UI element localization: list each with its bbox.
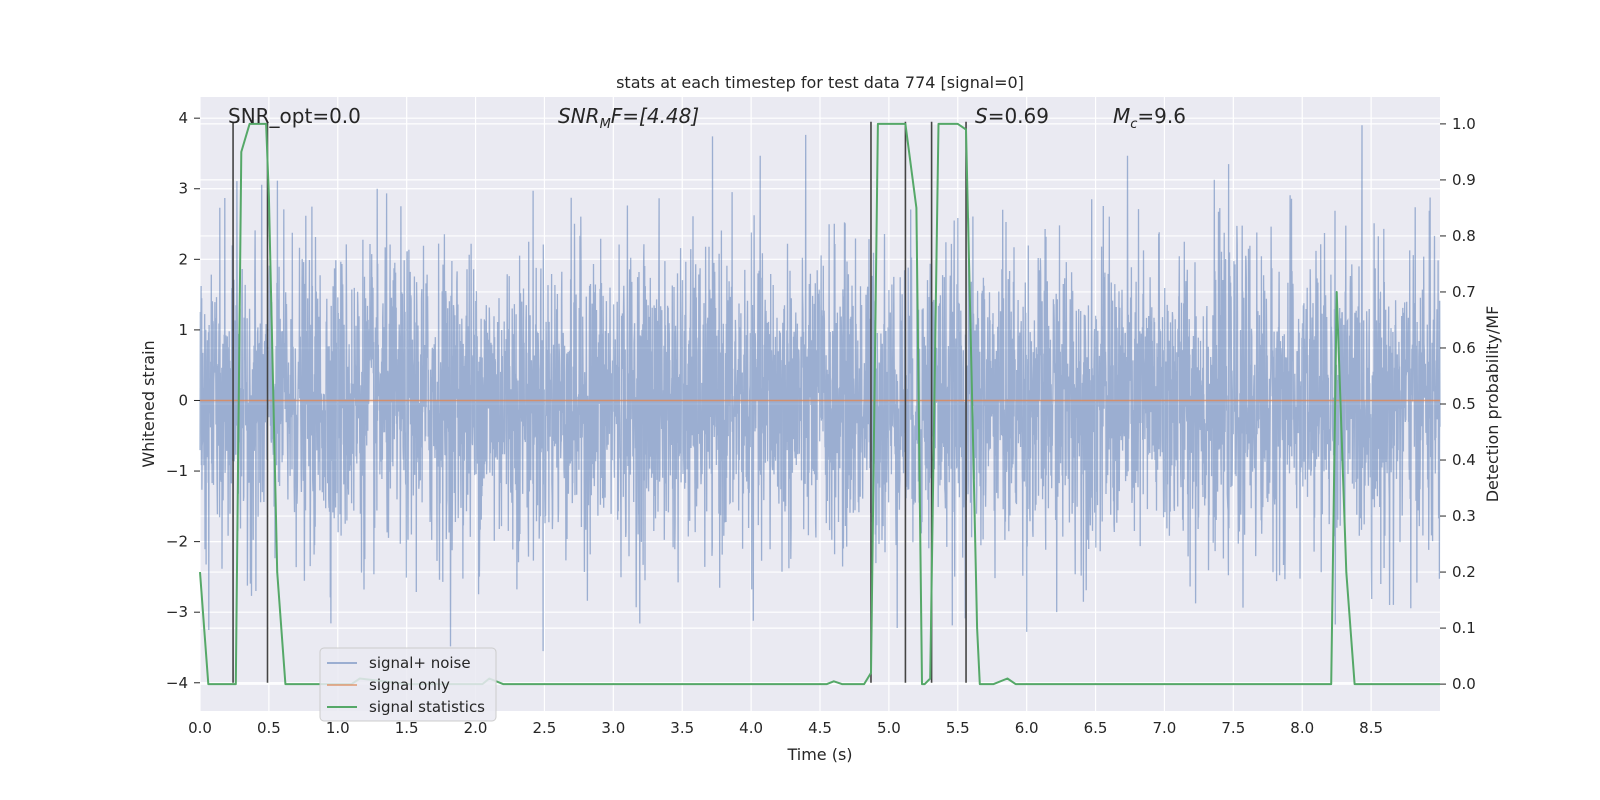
legend-label-signal: signal only [369, 676, 450, 694]
annotation-mc-rest: =9.6 [1137, 104, 1186, 128]
y-right-tick-label: 0.8 [1452, 227, 1476, 245]
vertical-markers [232, 121, 967, 683]
y-right-tick-label: 0.9 [1452, 171, 1476, 189]
annotation-mc-sub: c [1130, 117, 1137, 132]
x-tick-label: 6.5 [1084, 719, 1108, 737]
legend-label-stats: signal statistics [369, 698, 485, 716]
noise-line [199, 125, 1441, 652]
y-tick-label: 0 [178, 391, 188, 409]
legend-label-noise: signal+ noise [369, 654, 471, 672]
y-axis-title: Whitened strain [139, 340, 158, 467]
annotation-mc: Mc=9.6 [1113, 104, 1186, 132]
y-tick-label: 4 [178, 109, 188, 127]
annotation-snr-opt: SNR_opt=0.0 [228, 104, 361, 128]
signal-statistics-line [199, 122, 1440, 686]
x-axis-title: Time (s) [786, 745, 852, 764]
y-right-tick-label: 0.6 [1452, 339, 1476, 357]
y-tick-label: −4 [166, 674, 188, 692]
y-right-tick-label: 0.1 [1452, 619, 1476, 637]
x-tick-label: 8.0 [1290, 719, 1314, 737]
x-tick-label: 5.5 [946, 719, 970, 737]
y-right-tick-label: 0.4 [1452, 451, 1476, 469]
y-tick-label: −2 [166, 533, 188, 551]
annotation-s: S=0.69 [975, 104, 1049, 128]
x-tick-label: 7.0 [1153, 719, 1177, 737]
chart-title: stats at each timestep for test data 774… [616, 73, 1024, 92]
y-right-tick-label: 1.0 [1452, 115, 1476, 133]
annotation-s-main: S [975, 104, 988, 128]
annotation-snr-mf-main: SNR [558, 104, 600, 128]
annotation-snr-mf-rest: F=[4.48] [611, 104, 699, 128]
y-right-tick-label: 0.5 [1452, 395, 1476, 413]
y-right-tick-label: 0.7 [1452, 283, 1476, 301]
annotation-snr-mf: SNRMF=[4.48] [558, 104, 699, 132]
x-tick-label: 3.0 [601, 719, 625, 737]
y-right-tick-label: 0.2 [1452, 563, 1476, 581]
annotation-snr-mf-sub: M [600, 117, 611, 132]
annotation-mc-main: M [1113, 104, 1130, 128]
x-tick-label: 8.5 [1359, 719, 1383, 737]
y-tick-label: −1 [166, 462, 188, 480]
y-axis-right-title: Detection probability/MF [1483, 306, 1502, 503]
x-tick-label: 1.5 [395, 719, 419, 737]
x-tick-label: 1.0 [326, 719, 350, 737]
axis-ticks: 0.0 0.5 1.0 1.5 2.0 2.5 3.0 3.5 4.0 4.5 5.0 5.5 6.0 6… [166, 109, 1476, 737]
y-tick-label: 2 [178, 250, 188, 268]
x-tick-label: 0.0 [188, 719, 212, 737]
x-tick-label: 0.5 [257, 719, 281, 737]
x-tick-label: 4.5 [808, 719, 832, 737]
legend: signal+ noise signal only signal statist… [319, 647, 497, 722]
x-tick-label: 4.0 [739, 719, 763, 737]
legend-box [319, 647, 497, 722]
y-right-tick-label: 0.3 [1452, 507, 1476, 525]
x-tick-label: 3.5 [670, 719, 694, 737]
annotation-s-rest: =0.69 [988, 104, 1049, 128]
x-tick-label: 7.5 [1221, 719, 1245, 737]
signal-statistics-series [199, 122, 1440, 686]
y-tick-label: 1 [178, 321, 188, 339]
x-tick-label: 5.0 [877, 719, 901, 737]
y-tick-label: −3 [166, 603, 188, 621]
noise-series [199, 125, 1441, 652]
x-tick-label: 2.0 [464, 719, 488, 737]
x-tick-label: 2.5 [533, 719, 557, 737]
y-right-tick-label: 0.0 [1452, 675, 1476, 693]
x-tick-label: 6.0 [1015, 719, 1039, 737]
y-tick-label: 3 [178, 180, 188, 198]
